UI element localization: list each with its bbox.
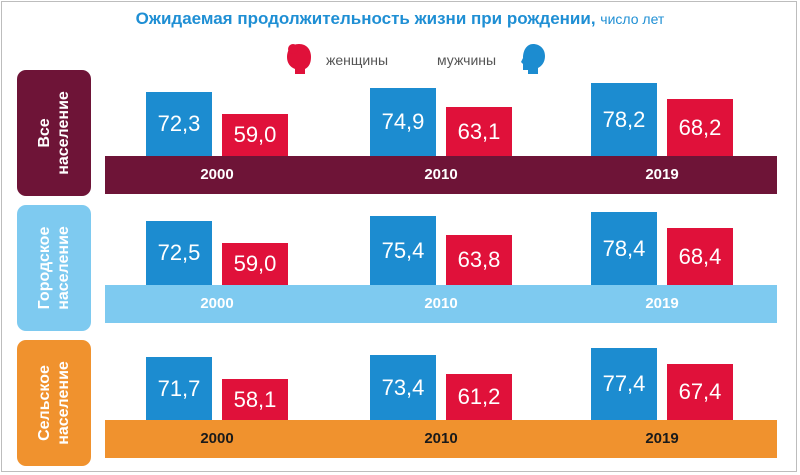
year-tick-label: 2019 [645,295,679,312]
legend-label-female: женщины [326,52,389,68]
year-tick-label: 2000 [200,166,234,183]
bar-value-label: 63,8 [457,247,501,272]
bar-value-label: 78,4 [602,235,646,261]
group-label-line1: Городское [36,226,54,310]
chart-title: Ожидаемая продолжительность жизни при ро… [0,9,800,29]
bar-value-label: 68,4 [678,243,722,269]
year-tick-label: 2010 [424,430,458,447]
bar-value-label: 74,9 [381,109,425,134]
bar-value-label: 75,4 [381,237,425,263]
bar-female: 63,8 [446,235,512,285]
group-label-line2: население [55,361,73,445]
year-tick-label: 2019 [645,430,679,447]
year-band-2: 2000 2010 2019 [105,420,777,458]
group-label-2: Сельское население [17,340,91,466]
bar-value-label: 71,7 [157,375,201,401]
bar-value-label: 59,0 [233,251,277,276]
chart-subtitle: число лет [600,11,665,27]
bar-male: 73,4 [370,355,436,420]
legend-item-female: женщины [326,52,388,68]
bar-male: 72,5 [146,221,212,285]
bar-female: 63,1 [446,107,512,156]
bar-value-label: 68,2 [678,114,722,140]
bar-value-label: 59,0 [233,122,277,147]
bar-female: 68,4 [667,228,733,285]
chart-title-main: Ожидаемая продолжительность жизни при ро… [135,9,596,28]
bar-value-label: 72,5 [157,240,201,265]
group-label-line1: Сельское [36,365,54,441]
bar-male: 78,2 [591,83,657,156]
bar-female: 61,2 [446,374,512,420]
year-band-1: 2000 2010 2019 [105,285,777,323]
bar-male: 74,9 [370,88,436,156]
year-tick-label: 2010 [424,295,458,312]
male-head-icon [521,44,545,74]
year-tick-label: 2000 [200,295,234,312]
legend-label-male: мужчины [437,52,497,68]
bar-female: 59,0 [222,243,288,285]
group-label-text: Сельское население [35,361,73,445]
year-tick-label: 2010 [424,166,458,183]
bar-value-label: 58,1 [233,386,277,412]
bar-male: 75,4 [370,216,436,285]
group-label-line1: Все [36,118,54,148]
bar-female: 68,2 [667,99,733,156]
year-tick-label: 2000 [200,430,234,447]
group-label-text: Все население [35,91,73,175]
bar-value-label: 78,2 [602,106,646,132]
group-label-line2: население [55,226,73,310]
bar-value-label: 72,3 [157,111,201,136]
group-label-line2: население [55,91,73,175]
group-label-0: Все население [17,70,91,196]
group-label-text: Городское население [35,226,73,310]
bar-female: 59,0 [222,114,288,156]
bar-value-label: 73,4 [381,374,425,400]
bar-male: 77,4 [591,348,657,420]
bar-value-label: 77,4 [602,371,646,396]
bar-female: 58,1 [222,379,288,420]
female-head-icon [287,44,311,74]
bar-male: 72,3 [146,92,212,156]
bar-value-label: 67,4 [678,379,722,404]
bar-female: 67,4 [667,364,733,420]
bar-value-label: 61,2 [457,384,501,409]
year-tick-label: 2019 [645,166,679,183]
year-band-0: 2000 2010 2019 [105,156,777,194]
bar-male: 78,4 [591,212,657,285]
bar-value-label: 63,1 [457,118,501,144]
group-label-1: Городское население [17,205,91,331]
bar-male: 71,7 [146,357,212,420]
legend-item-male: мужчины [437,52,496,68]
